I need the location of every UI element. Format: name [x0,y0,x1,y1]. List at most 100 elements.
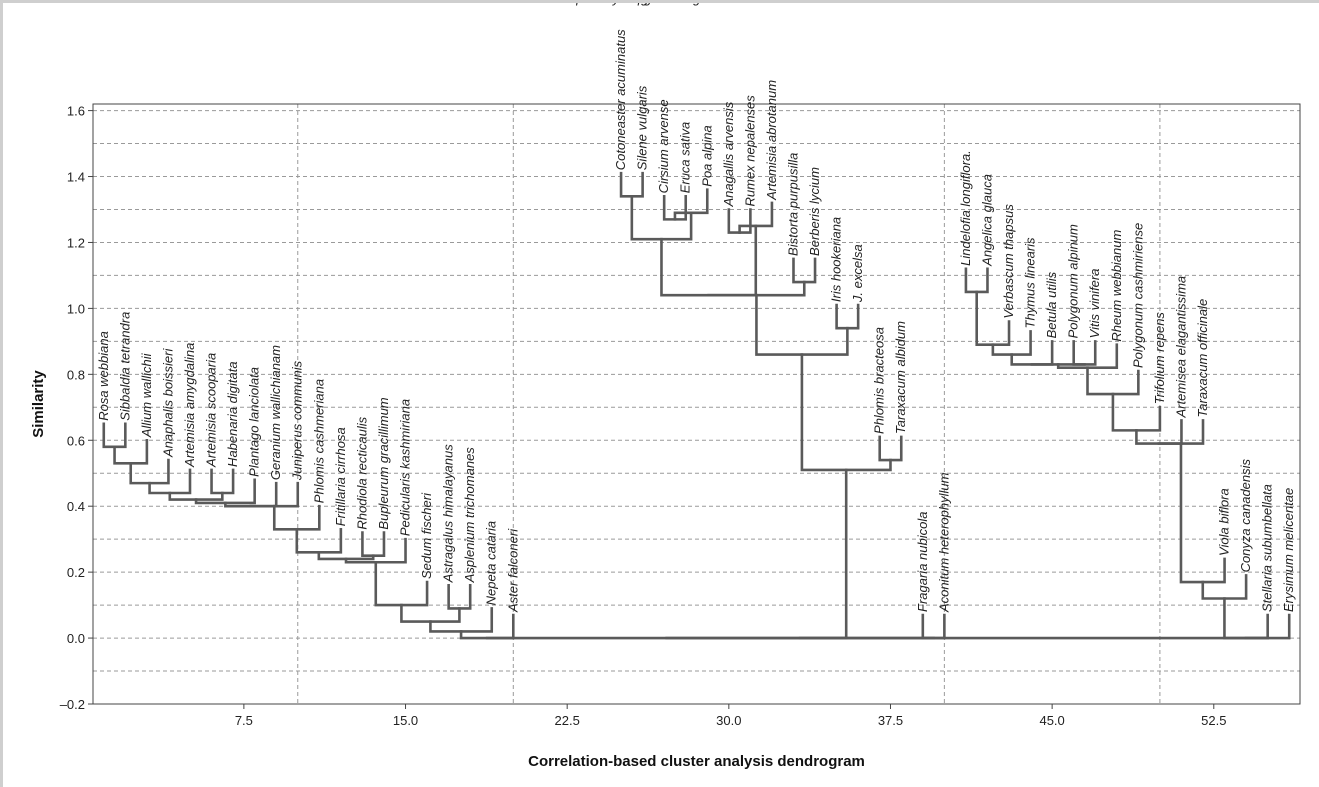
y-tick-label: 1.6 [67,104,85,119]
x-tick-label: 45.0 [1039,713,1064,728]
x-axis-ticks: 7.5 15.0 22.5 30.0 37.5 45.0 52.5 [235,704,1226,728]
leaf-label: Artemisia abrotanum [764,80,779,201]
leaf-label: Juniperus communis [290,360,305,481]
leaf-label: J. excelsa [850,244,865,303]
dendrogram-link [272,504,321,531]
leaf-label: Trifolium repens [1152,312,1167,405]
dendrogram-link [429,607,494,633]
leaf-label: Fragaria nubicola [915,512,930,612]
dendrogram-tree [102,171,1291,640]
x-tick-label: 37.5 [878,713,903,728]
dendrogram-link [113,438,149,465]
leaf-label: Nepeta cataria [484,521,499,606]
leaf-label: Rumex nepalenses [742,95,757,207]
leaf-label: Thymus linearis [1023,237,1038,329]
leaf-label: Lindelofia longiflora. [958,150,973,266]
y-tick-label: 1.0 [67,301,85,316]
dendrogram-link [459,613,515,640]
dendrogram-link [755,293,849,356]
x-tick-label: 52.5 [1201,713,1226,728]
leaf-label: Bistorta purpusilla [785,153,800,256]
y-axis-ticks: –0.2 0.0 0.2 0.4 0.6 0.8 1.0 1.2 1.4 1.6 [60,104,93,712]
leaf-label: Aconitum heterophyllum [936,472,951,613]
dendrogram-link [102,422,127,449]
y-tick-label: 1.4 [67,170,85,185]
dendrogram-link [921,613,946,640]
dendrogram-chart: Rosa webbiana Sibbaldia tetrandra Allium w… [30,3,1301,770]
leaf-label: Taraxacum albidum [893,321,908,434]
leaf-label: Polygonum alpinum [1066,224,1081,338]
dendrogram-link [361,531,386,557]
dendrogram-link [707,280,806,297]
leaf-label: Verbascum thapsus [1001,204,1016,319]
leaf-label: Sedum fischeri [419,492,434,579]
leaf-label: Bupleurum longicaule [560,3,685,6]
leaf-label: Angelica glauca [979,174,994,267]
y-tick-label: 0.4 [67,499,85,514]
y-axis-label: Similarity [30,370,47,438]
plot-area [92,103,1301,705]
dendrogram-link [964,267,989,294]
dendrogram-link [835,303,860,330]
x-tick-label: 30.0 [716,713,741,728]
leaf-label: Erysimum melicentae [1281,488,1296,612]
y-tick-label: 0.2 [67,565,85,580]
leaf-label: Betula utilis [1044,271,1059,338]
leaf-label: Berberis lycium [807,167,822,256]
leaf-label: Geranium wallichianam [268,345,283,480]
leaf-label: Poa alpina [699,125,714,186]
leaf-label: Sibbaldia tetrandra [117,312,132,421]
dendrogram-link [1010,340,1054,366]
leaf-label: Cotoneaster acuminatus [613,29,628,170]
dendrogram-link [1086,366,1140,396]
dendrogram-link [630,195,693,241]
leaf-label: Eruca sativa [678,122,693,194]
leaf-label: Rheum webbianum [1109,229,1124,341]
dendrogram-link [148,468,192,495]
leaf-label: Taraxacum officinale [1195,299,1210,418]
leaf-label: Viola biflora [1217,488,1232,556]
leaf-label: Cyanoglassum glochidiatum [604,3,767,6]
leaf-label: Stellaria media [582,3,668,6]
leaf-label: Cirsium arvense [656,99,671,193]
leaf-label: Phlomis bracteosa [872,327,887,434]
leaf-label: Asplenium trichomanes [462,447,477,584]
y-tick-label: 1.2 [67,235,85,250]
leaf-label: Artemisia scooparia [204,353,219,468]
grid [93,104,1300,704]
x-tick-label: 7.5 [235,713,253,728]
x-tick-label: 22.5 [555,713,580,728]
leaf-label: Silene vulgaris [635,85,650,170]
leaf-label: Anagallis arvensis [721,101,736,207]
leaf-label: Rosa webbiana [96,331,111,421]
leaf-labels: Rosa webbiana Sibbaldia tetrandra Allium w… [96,3,1296,613]
leaf-label: Plantago lanciolata [247,367,262,477]
leaf-label: Rhodiola recticaulis [354,416,369,529]
leaf-label: Iris hookeriana [829,217,844,302]
leaf-label: Polygonum cashmiriense [1130,223,1145,368]
leaf-label: Phlomis cashmeriana [311,379,326,503]
dendrogram-link [1072,340,1097,366]
dendrogram-link [792,257,817,284]
dendrogram-link [1157,419,1205,445]
leaf-label: Pedicularis kashmiriana [398,399,413,536]
dendrogram-link [485,468,848,640]
y-tick-label: 0.8 [67,367,85,382]
x-tick-label: 15.0 [393,713,418,728]
x-axis-label: Correlation-based cluster analysis dendr… [528,753,865,770]
leaf-label: Allium wallichii [139,352,154,438]
leaf-label: Astragalus himalayanus [441,444,456,584]
leaf-label: Bupleurum gracillimum [376,397,391,529]
leaf-label: Anemone tetrasepala [538,3,663,6]
y-tick-label: 0.0 [67,631,85,646]
leaf-label: Artemisia amygdalina [182,343,197,468]
leaf-label: Stellaria subumbellata [1260,484,1275,612]
leaf-label: Anaphalis boissieri [160,348,175,459]
y-tick-label: –0.2 [60,697,85,712]
leaf-label: Aster falconeri [505,528,520,613]
leaf-label: Fritillaria cirrhosa [333,427,348,526]
leaf-label: Conyza canadensis [1238,458,1253,572]
leaf-label: Habenaria digitata [225,361,240,467]
dendrogram-link [991,330,1032,356]
